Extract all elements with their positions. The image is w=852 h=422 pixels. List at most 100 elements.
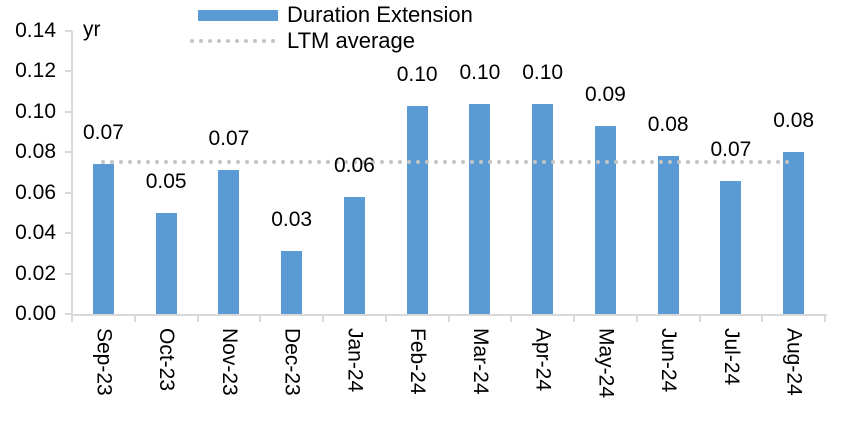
ltm-average-dot [128, 160, 133, 165]
ltm-average-dot [776, 160, 781, 165]
ltm-average-dot [299, 160, 304, 165]
y-axis-unit-label: yr [83, 18, 101, 41]
ltm-average-dot [443, 160, 448, 165]
x-tick-label: Aug-24 [782, 328, 806, 396]
ltm-average-dot [353, 160, 358, 165]
x-tick [447, 314, 450, 322]
y-tick-label: 0.14 [15, 19, 56, 42]
ltm-average-dot [101, 160, 106, 165]
ltm-average-dot [371, 160, 376, 165]
bar-value-label: 0.06 [333, 153, 375, 177]
dotted-line-swatch-icon [190, 39, 278, 43]
ltm-average-dot [587, 160, 592, 165]
x-tick [71, 314, 73, 322]
y-tick-label: 0.10 [15, 99, 56, 123]
bar-feb-24 [406, 105, 428, 314]
bar-dec-23 [281, 251, 303, 314]
ltm-average-dot [236, 160, 241, 165]
ltm-average-dot [263, 160, 268, 165]
legend: Duration Extension LTM average [190, 2, 473, 54]
ltm-average-dot [245, 160, 250, 165]
ltm-average-dot [398, 160, 403, 165]
ltm-average-dot [254, 160, 259, 165]
ltm-average-dot [290, 160, 295, 165]
ltm-average-dot [488, 160, 493, 165]
y-tick [65, 151, 72, 154]
y-tick-label: 0.04 [15, 221, 56, 245]
ltm-average-dot [281, 160, 286, 165]
ltm-average-dot [686, 160, 691, 165]
ltm-average-dot [506, 160, 511, 165]
ltm-average-dot [713, 160, 718, 165]
ltm-average-dot [155, 160, 160, 165]
y-tick [65, 191, 72, 194]
ltm-average-dot [380, 160, 385, 165]
x-tick [133, 314, 136, 322]
y-tick [65, 30, 72, 32]
ltm-average-dot [785, 160, 790, 165]
ltm-average-dot [767, 160, 772, 165]
ltm-average-dot [542, 160, 547, 165]
ltm-average-dot [362, 160, 367, 165]
ltm-average-dot [740, 160, 745, 165]
bar-value-label: 0.07 [710, 137, 752, 161]
ltm-average-dot [272, 160, 277, 165]
legend-item-ltm-average: LTM average [190, 28, 473, 54]
x-tick-label: Jul-24 [719, 328, 743, 386]
x-tick [322, 314, 324, 322]
x-tick [761, 314, 764, 322]
ltm-average-dot [416, 160, 421, 165]
x-tick-label: Apr-24 [531, 328, 555, 392]
legend-marker [190, 2, 278, 28]
bar-may-24 [594, 126, 616, 314]
ltm-average-dot [533, 160, 538, 165]
x-tick-label: Dec-23 [280, 328, 304, 396]
ltm-average-dot [515, 160, 520, 165]
ltm-average-dot [317, 160, 322, 165]
ltm-average-dot [326, 160, 331, 165]
bar-value-label: 0.10 [396, 62, 438, 86]
ltm-average-dot [704, 160, 709, 165]
legend-label-duration-extension: Duration Extension [287, 2, 473, 27]
x-tick-label: May-24 [594, 328, 618, 399]
bar-value-label: 0.09 [584, 83, 626, 106]
ltm-average-dot [524, 160, 529, 165]
x-tick-label: Jun-24 [657, 328, 681, 393]
y-tick [65, 70, 72, 73]
ltm-average-dot [227, 160, 232, 165]
legend-item-duration-extension: Duration Extension [190, 2, 473, 28]
bar-value-label: 0.03 [271, 208, 313, 232]
bar-jan-24 [343, 196, 365, 314]
y-axis-line [71, 31, 73, 316]
bar-value-label: 0.08 [647, 113, 689, 137]
ltm-average-dot [695, 160, 700, 165]
ltm-average-dot [452, 160, 457, 165]
ltm-average-dot [641, 160, 646, 165]
ltm-average-dot [605, 160, 610, 165]
ltm-average-dot [335, 160, 340, 165]
y-tick-label: 0.02 [15, 261, 56, 285]
x-tick [259, 314, 262, 322]
ltm-average-dot [434, 160, 439, 165]
ltm-average-dot [497, 160, 502, 165]
ltm-average-dot [722, 160, 727, 165]
bar-value-label: 0.07 [208, 127, 250, 151]
ltm-average-dot [596, 160, 601, 165]
ltm-average-dot [479, 160, 484, 165]
ltm-average-dot [146, 160, 151, 165]
ltm-average-dot [209, 160, 214, 165]
x-tick [698, 314, 701, 322]
bar-value-label: 0.08 [773, 109, 815, 133]
ltm-average-dot [389, 160, 394, 165]
bar-mar-24 [469, 103, 491, 314]
bar-aug-24 [783, 152, 805, 314]
ltm-average-dot [659, 160, 664, 165]
bar-value-label: 0.07 [82, 121, 124, 145]
ltm-average-dot [218, 160, 223, 165]
ltm-average-dot [731, 160, 736, 165]
bar-value-label: 0.10 [522, 60, 564, 84]
ltm-average-dot [578, 160, 583, 165]
ltm-average-dot [344, 160, 349, 165]
ltm-average-dot [200, 160, 205, 165]
ltm-average-dot [623, 160, 628, 165]
